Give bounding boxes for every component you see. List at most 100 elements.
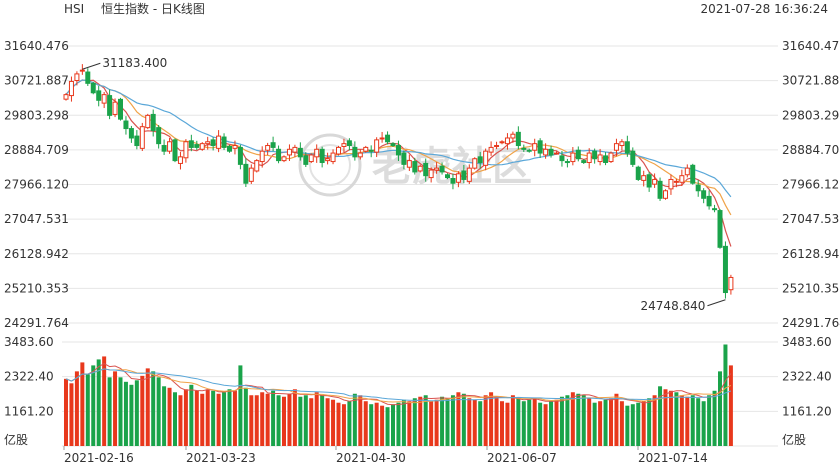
candle-body xyxy=(695,184,701,192)
candle-body xyxy=(183,141,189,159)
volume-bar xyxy=(570,392,575,446)
volume-bar xyxy=(292,389,297,446)
volume-bar xyxy=(505,402,510,446)
candle-body xyxy=(188,140,194,148)
candle-body xyxy=(297,147,303,158)
candle-body xyxy=(564,161,570,164)
candle-body xyxy=(357,152,363,158)
volume-bar xyxy=(260,392,265,446)
volume-bar xyxy=(336,402,341,446)
volume-bar xyxy=(391,404,395,446)
volume-bar xyxy=(440,396,445,446)
volume-bar xyxy=(385,407,390,446)
candle-body xyxy=(368,149,374,152)
candle-body xyxy=(243,163,249,184)
volume-bar xyxy=(352,393,357,446)
volume-bar xyxy=(380,405,385,446)
candle-body xyxy=(641,175,647,181)
candle-body xyxy=(330,152,336,163)
volume-bar xyxy=(718,371,722,446)
candle-body xyxy=(603,155,609,163)
candle-body xyxy=(483,150,489,166)
volume-bar xyxy=(64,378,68,446)
volume-bar xyxy=(401,399,406,446)
candle-body xyxy=(374,139,380,153)
volume-bar xyxy=(418,396,423,446)
candle-body xyxy=(227,145,232,152)
price-tick-label: 25210.353 xyxy=(4,281,69,295)
candle-body xyxy=(101,94,107,104)
watermark-logo-icon xyxy=(298,133,362,197)
volume-bar xyxy=(118,377,123,446)
volume-bar xyxy=(461,393,466,446)
candle-body xyxy=(712,208,718,211)
candle-body xyxy=(210,139,216,147)
volume-bar xyxy=(434,399,439,446)
volume-bar xyxy=(614,393,619,446)
volume-bar xyxy=(200,393,205,446)
volume-bar xyxy=(232,390,237,446)
candle-body xyxy=(494,145,500,148)
volume-bar xyxy=(472,399,477,446)
candle-body xyxy=(303,155,309,165)
candle-body xyxy=(237,146,243,165)
candle-body xyxy=(554,152,559,155)
candle-body xyxy=(177,156,183,164)
volume-bar xyxy=(96,359,101,446)
candle-body xyxy=(673,180,679,183)
volume-bar xyxy=(303,395,308,446)
volume-bar xyxy=(102,356,107,446)
candle-body xyxy=(150,113,156,131)
volume-bar xyxy=(396,402,401,446)
price-tick-label: 30721.887 xyxy=(782,74,840,88)
volume-bar xyxy=(696,398,701,446)
candle-body xyxy=(265,145,271,151)
symbol-label: HSI xyxy=(64,2,85,16)
candle-body xyxy=(325,158,331,162)
candle-body xyxy=(406,160,412,168)
volume-bar xyxy=(429,401,434,446)
candle-body xyxy=(336,146,341,155)
candle-body xyxy=(592,150,598,160)
volume-bar xyxy=(265,393,270,446)
volume-bar xyxy=(565,395,570,446)
datetime-label: 2021-07-28 16:36:24 xyxy=(700,2,828,16)
candle-body xyxy=(455,173,461,183)
volume-bar xyxy=(723,344,728,446)
volume-tick-label: 2322.40 xyxy=(4,370,54,384)
volume-bar xyxy=(173,392,177,446)
volume-bar xyxy=(216,393,221,446)
low-pointer xyxy=(707,299,726,307)
volume-bar xyxy=(641,401,646,446)
volume-bar xyxy=(445,398,450,446)
price-tick-label: 29803.298 xyxy=(782,108,840,122)
chart-grid xyxy=(62,45,778,447)
high-pointer xyxy=(82,62,101,70)
candle-body xyxy=(619,141,625,147)
volume-bar xyxy=(587,398,592,446)
candle-body xyxy=(559,155,565,162)
volume-bar xyxy=(205,389,210,446)
volume-bar xyxy=(249,395,254,446)
candle-body xyxy=(128,128,134,139)
volume-ma10-line xyxy=(65,368,732,404)
volume-bar xyxy=(728,365,733,446)
volume-bar xyxy=(369,404,374,446)
candle-body xyxy=(417,165,423,172)
volume-bar xyxy=(107,377,112,446)
candle-body xyxy=(167,141,173,152)
volume-bar xyxy=(254,395,259,446)
candle-body xyxy=(717,210,723,248)
volume-bar xyxy=(516,398,521,446)
volume-ma20-line xyxy=(65,368,732,402)
candle-body xyxy=(488,146,494,153)
price-tick-label: 24291.764 xyxy=(782,316,840,330)
candle-body xyxy=(90,82,96,94)
volume-bar xyxy=(80,362,85,446)
volume-bar xyxy=(456,392,461,446)
price-axis-left: 31640.476 30721.887 29803.298 28884.709 2796… xyxy=(4,39,69,330)
volume-unit-label: 亿股 xyxy=(4,432,28,447)
candle-body xyxy=(586,152,592,163)
candle-body xyxy=(385,134,391,143)
